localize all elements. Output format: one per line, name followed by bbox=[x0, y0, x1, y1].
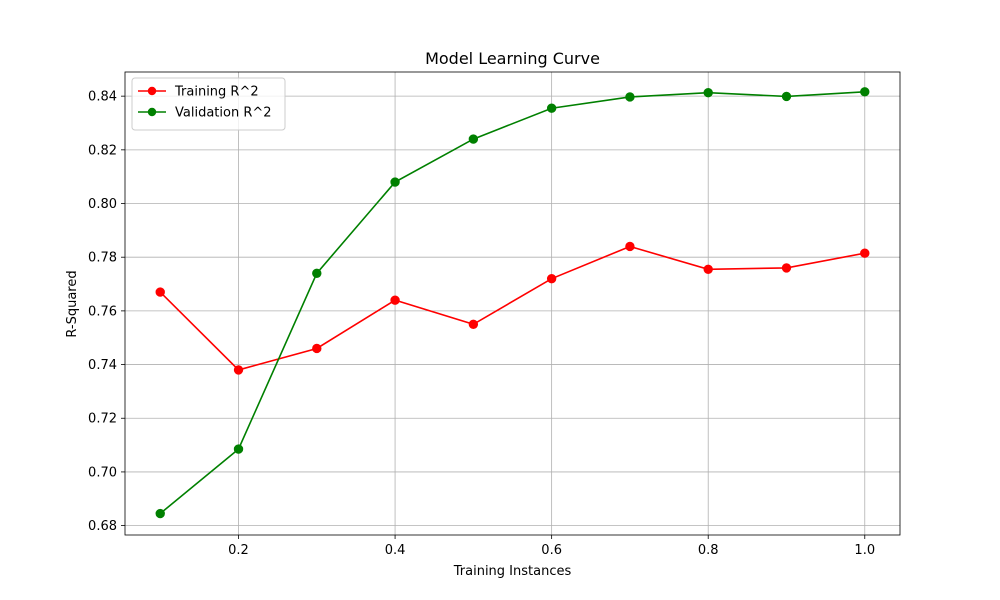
x-tick-label: 0.4 bbox=[385, 543, 406, 558]
x-tick-label: 1.0 bbox=[854, 543, 875, 558]
y-axis-label: R-Squared bbox=[65, 270, 80, 337]
grid bbox=[125, 72, 900, 535]
y-tick-label: 0.74 bbox=[88, 358, 117, 373]
legend-marker-validation-r-2 bbox=[147, 107, 157, 117]
series-validation-r-2 bbox=[155, 87, 870, 519]
data-point-validation-r-2 bbox=[703, 87, 713, 98]
data-point-validation-r-2 bbox=[860, 87, 870, 97]
y-tick-label: 0.80 bbox=[88, 197, 117, 212]
data-point-validation-r-2 bbox=[625, 92, 635, 102]
series-line-training-r-2 bbox=[159, 245, 865, 371]
axes: 0.2 0.4 0.6 0.8 1.0 0.68 0.70 0.72 0.74 0.76 0.78 0… bbox=[88, 71, 901, 558]
legend-marker-training-r-2 bbox=[147, 86, 157, 96]
x-tick-label: 0.6 bbox=[541, 543, 562, 558]
y-tick-label: 0.72 bbox=[88, 412, 117, 427]
y-tick-label: 0.84 bbox=[88, 90, 117, 105]
legend-box bbox=[131, 77, 286, 131]
data-point-validation-r-2 bbox=[312, 268, 322, 279]
legend-label-validation-r-2: Validation R^2 bbox=[175, 106, 272, 121]
series-training-r-2 bbox=[155, 241, 870, 375]
data-point-training-r-2 bbox=[155, 287, 165, 297]
data-point-training-r-2 bbox=[468, 319, 479, 330]
data-point-validation-r-2 bbox=[390, 177, 400, 187]
data-point-training-r-2 bbox=[860, 248, 870, 258]
series-group bbox=[155, 87, 870, 519]
data-point-training-r-2 bbox=[390, 295, 400, 305]
data-point-validation-r-2 bbox=[546, 103, 557, 113]
y-tick-label: 0.70 bbox=[88, 465, 117, 480]
data-point-training-r-2 bbox=[703, 264, 713, 274]
data-point-validation-r-2 bbox=[233, 444, 244, 454]
data-point-training-r-2 bbox=[233, 365, 244, 375]
data-point-training-r-2 bbox=[546, 273, 557, 284]
legend-label-training-r-2: Training R^2 bbox=[174, 85, 259, 100]
legend: Training R^2 Validation R^2 bbox=[131, 77, 286, 131]
data-point-training-r-2 bbox=[312, 343, 322, 354]
y-tick-label: 0.82 bbox=[88, 143, 117, 158]
y-tick-label: 0.76 bbox=[88, 304, 117, 319]
series-line-validation-r-2 bbox=[159, 91, 865, 515]
x-tick-label: 0.8 bbox=[698, 543, 719, 558]
y-tick-label: 0.68 bbox=[88, 519, 117, 534]
data-point-training-r-2 bbox=[625, 241, 635, 252]
data-point-validation-r-2 bbox=[468, 134, 479, 144]
x-axis-label: Training Instances bbox=[453, 564, 572, 579]
plot-frame bbox=[124, 71, 901, 536]
chart-title: Model Learning Curve bbox=[425, 49, 600, 68]
data-point-validation-r-2 bbox=[781, 91, 792, 102]
data-point-validation-r-2 bbox=[155, 508, 165, 519]
data-point-training-r-2 bbox=[781, 263, 792, 273]
x-tick-label: 0.2 bbox=[228, 543, 249, 558]
y-tick-label: 0.78 bbox=[88, 251, 117, 266]
